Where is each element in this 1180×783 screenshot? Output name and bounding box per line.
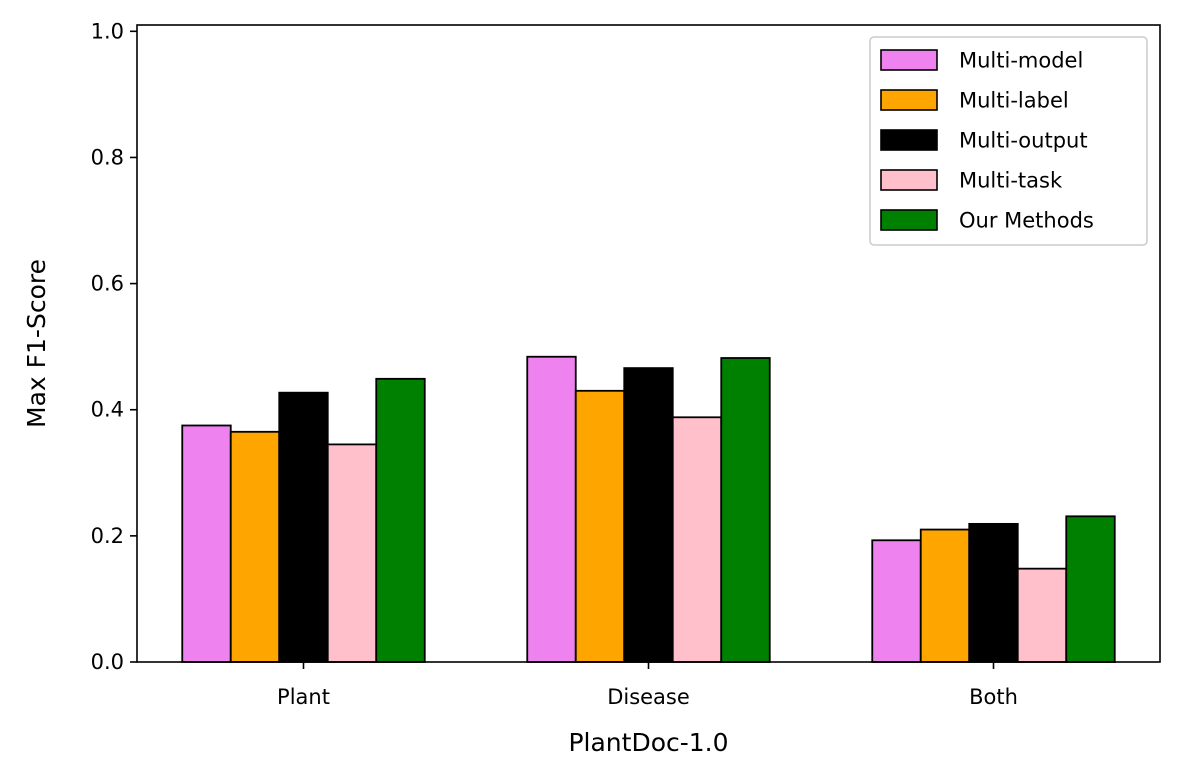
bar-multi-label-plant [229, 430, 281, 663]
legend: Multi-model Multi-label Multi-output Multi-… [869, 36, 1148, 246]
bar-our-methods-disease [720, 357, 771, 663]
bar-our-methods-plant [375, 377, 426, 663]
x-axis-label: PlantDoc-1.0 [568, 728, 728, 757]
bar-multi-model-plant [181, 424, 232, 663]
bar-multi-task-plant [326, 443, 378, 663]
legend-swatch [880, 169, 938, 191]
legend-swatch [880, 129, 938, 151]
y-tick-label: 1.0 [91, 19, 124, 43]
x-tick-label: Disease [607, 685, 690, 709]
bar-multi-model-both [871, 539, 922, 663]
y-tick-label: 0.4 [91, 398, 124, 422]
legend-label: Multi-task [959, 169, 1063, 193]
y-tick-label: 0.6 [91, 272, 124, 296]
y-tick-label: 0.8 [91, 145, 124, 169]
legend-frame [869, 36, 1148, 246]
legend-label: Multi-model [959, 49, 1083, 73]
bar-multi-output-plant [278, 391, 329, 663]
y-tick-label: 0.0 [91, 650, 124, 674]
bar-multi-output-both [968, 522, 1019, 663]
x-tick-label: Plant [277, 685, 330, 709]
x-tick-label: Both [969, 685, 1018, 709]
legend-label: Our Methods [959, 209, 1094, 233]
bar-our-methods-both [1065, 515, 1116, 663]
bars-layer [181, 355, 1116, 663]
x-axis: Plant Disease Both [277, 662, 1018, 709]
legend-label: Multi-output [959, 129, 1088, 153]
y-tick-label: 0.2 [91, 524, 124, 548]
legend-swatch [880, 89, 938, 111]
bar-multi-task-both [1016, 567, 1068, 663]
bar-multi-model-disease [526, 355, 577, 663]
y-axis: 0.0 0.2 0.4 0.6 0.8 1.0 [91, 19, 137, 674]
bar-multi-label-disease [574, 389, 626, 663]
legend-label: Multi-label [959, 89, 1069, 113]
legend-swatch [880, 49, 938, 71]
y-axis-label: Max F1-Score [22, 259, 51, 428]
bar-multi-task-disease [671, 416, 723, 663]
legend-swatch [880, 209, 938, 231]
bar-multi-output-disease [623, 367, 674, 663]
bar-multi-label-both [919, 528, 971, 663]
